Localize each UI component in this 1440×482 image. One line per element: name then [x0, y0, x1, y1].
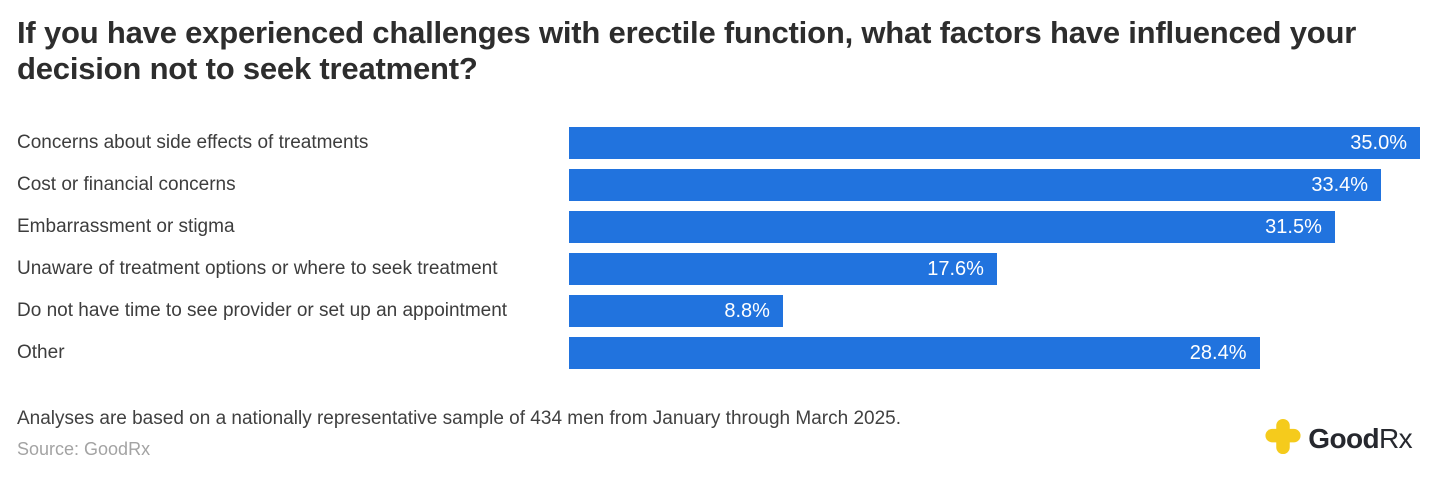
bar-row: Concerns about side effects of treatment… — [0, 127, 1440, 159]
category-label: Concerns about side effects of treatment… — [17, 132, 369, 153]
category-label: Cost or financial concerns — [17, 174, 236, 195]
bar-track: 17.6% — [569, 253, 1420, 285]
value-label: 31.5% — [1265, 215, 1322, 238]
goodrx-cross-icon — [1265, 418, 1301, 460]
bar-row: Other 28.4% — [0, 337, 1440, 369]
chart-title: If you have experienced challenges with … — [17, 15, 1357, 86]
bar-track: 33.4% — [569, 169, 1420, 201]
goodrx-logo: GoodRx — [1265, 418, 1413, 460]
value-label: 33.4% — [1311, 173, 1369, 196]
source-attribution: Source: GoodRx — [17, 439, 151, 459]
value-label: 28.4% — [1189, 341, 1247, 364]
bar: 28.4% — [569, 337, 1260, 369]
value-label: 17.6% — [927, 257, 984, 280]
bar: 35.0% — [569, 127, 1420, 159]
category-label: Do not have time to see provider or set … — [17, 300, 508, 321]
goodrx-wordmark-rx: Rx — [1378, 423, 1413, 454]
bar-track: 35.0% — [569, 127, 1420, 159]
bar-track: 28.4% — [569, 337, 1420, 369]
bar-row: Embarrassment or stigma 31.5% — [0, 211, 1440, 243]
bar: 33.4% — [569, 169, 1382, 201]
bar: 31.5% — [569, 211, 1335, 243]
bar-row: Unaware of treatment options or where to… — [0, 253, 1440, 285]
bar-row: Do not have time to see provider or set … — [0, 295, 1440, 327]
category-label: Embarrassment or stigma — [17, 216, 235, 237]
bar-chart: Concerns about side effects of treatment… — [0, 127, 1440, 369]
category-label: Unaware of treatment options or where to… — [17, 258, 498, 279]
bar: 8.8% — [569, 295, 783, 327]
goodrx-wordmark-good: Good — [1308, 423, 1379, 454]
bar-track: 31.5% — [569, 211, 1420, 243]
bar-row: Cost or financial concerns 33.4% — [0, 169, 1440, 201]
value-label: 8.8% — [724, 299, 770, 322]
value-label: 35.0% — [1350, 131, 1407, 154]
category-label: Other — [17, 342, 65, 363]
bar-track: 8.8% — [569, 295, 1420, 327]
methodology-note: Analyses are based on a nationally repre… — [17, 408, 902, 429]
bar: 17.6% — [569, 253, 997, 285]
goodrx-wordmark: GoodRx — [1308, 423, 1412, 455]
